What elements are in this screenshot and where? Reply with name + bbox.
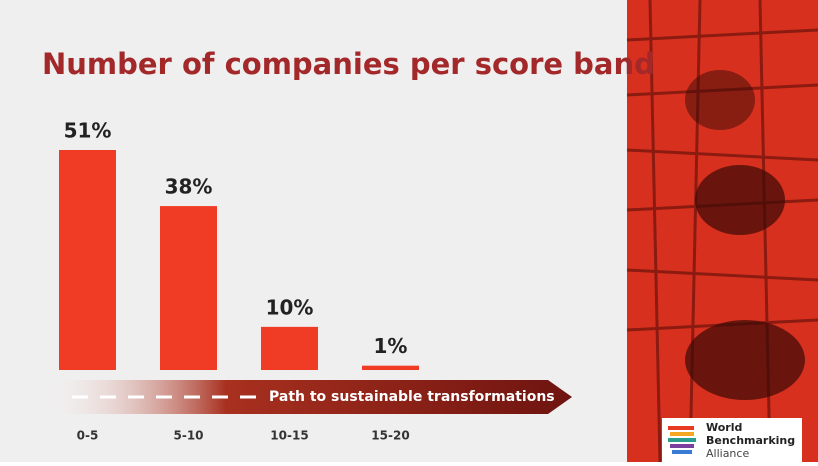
bar (261, 326, 318, 370)
category-label: 10-15 (270, 429, 308, 443)
category-label: 15-20 (371, 429, 409, 443)
category-label: 5-10 (173, 429, 203, 443)
logo-text: World (706, 421, 742, 434)
arrow-label: Path to sustainable transformations (269, 389, 555, 405)
logo-text: Alliance (706, 447, 749, 460)
chart-title: Number of companies per score band (42, 47, 655, 81)
path-arrow (40, 380, 572, 414)
value-label: 51% (64, 119, 112, 143)
value-label: 1% (374, 334, 408, 358)
value-label: 38% (165, 175, 213, 199)
logo-text: Benchmarking (706, 434, 795, 447)
value-label: 10% (266, 295, 314, 319)
bar (362, 365, 419, 370)
bar (59, 150, 116, 370)
category-label: 0-5 (77, 429, 99, 443)
bar (160, 206, 217, 370)
photo (626, 0, 818, 463)
logo-mark (668, 426, 696, 454)
